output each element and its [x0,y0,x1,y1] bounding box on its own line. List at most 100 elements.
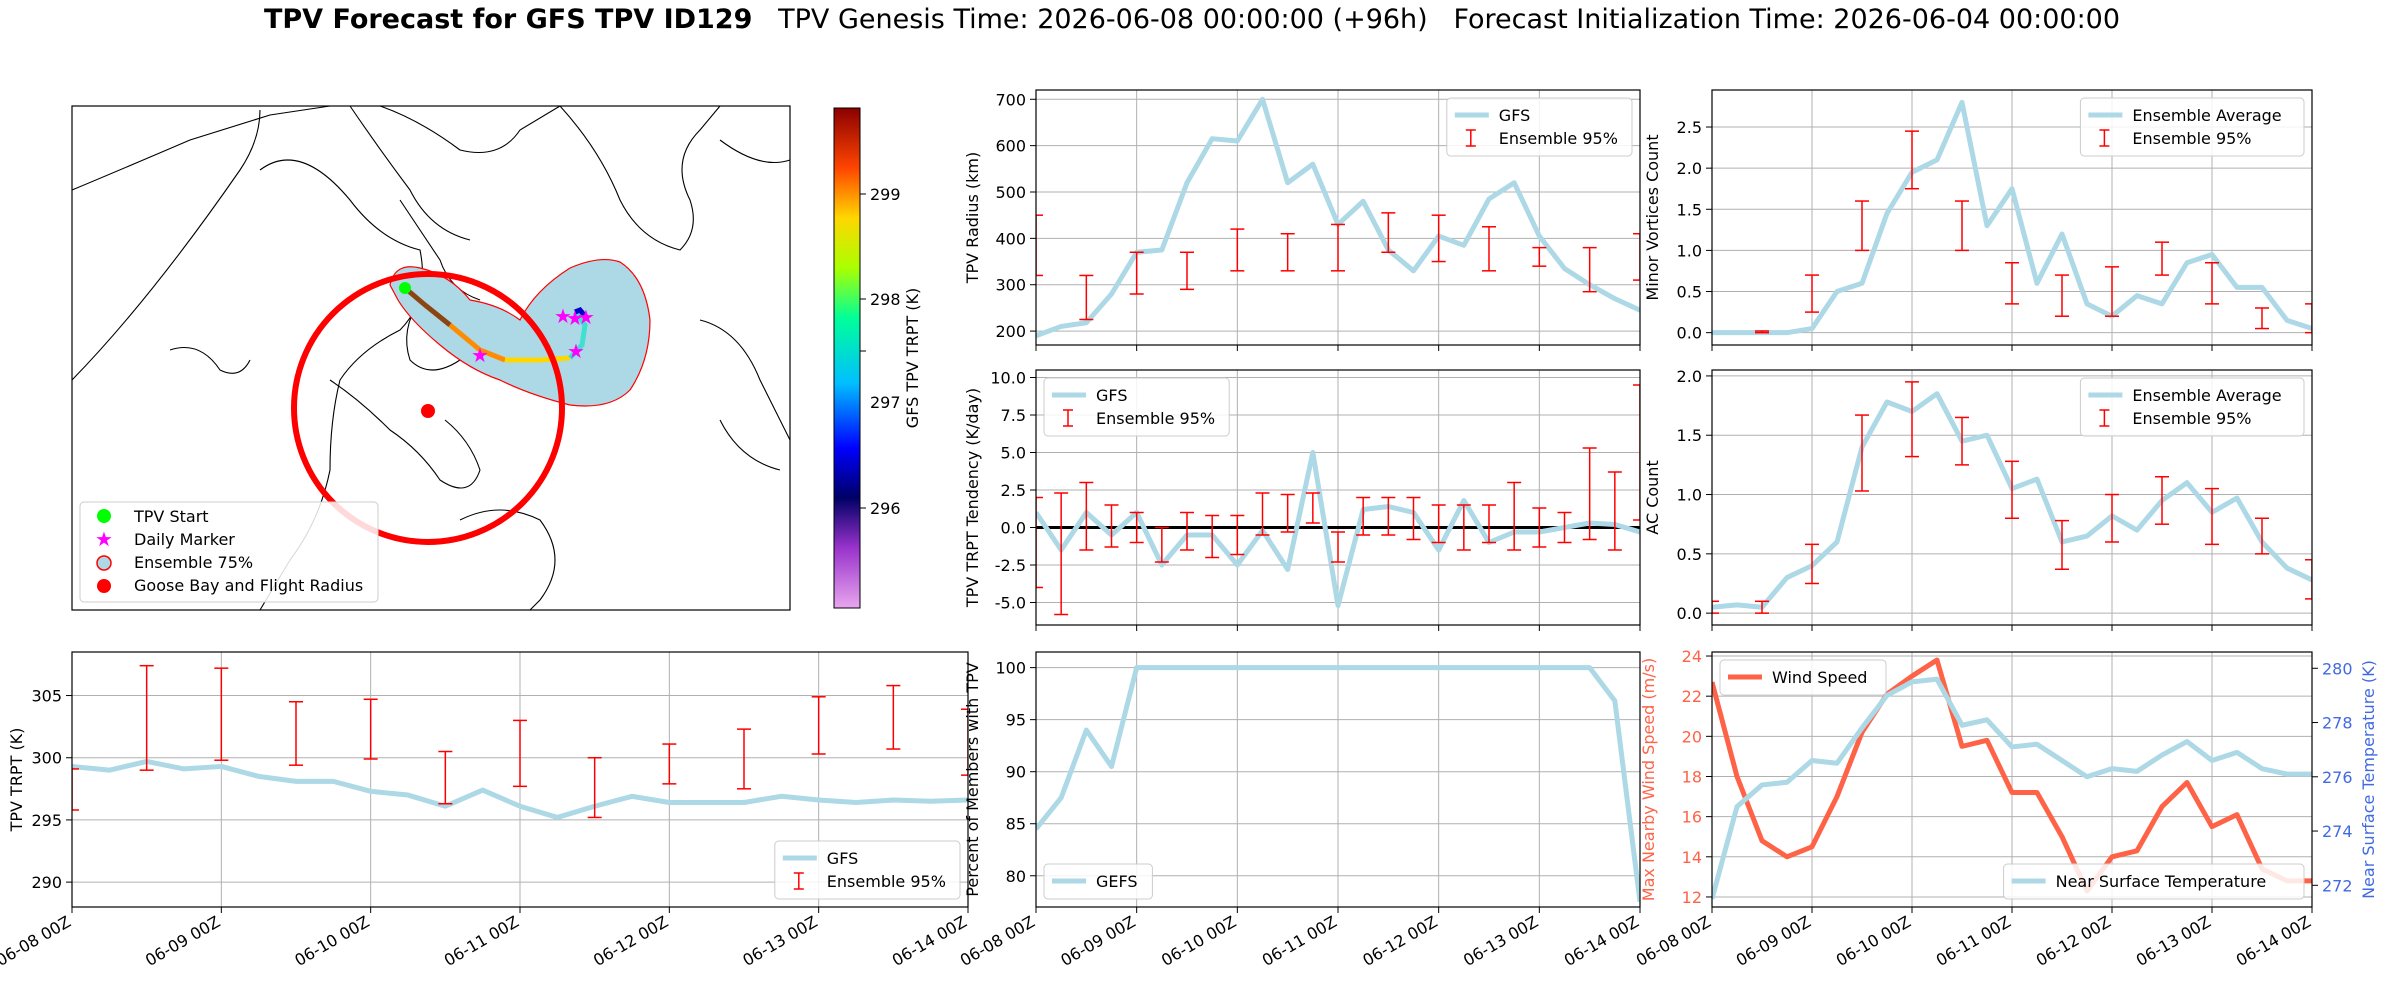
y-tick-label: 95 [1006,711,1026,730]
chart-radius: 200 300 400 500 600 700 TPV Radius (km) GFS Ense… [963,89,1641,351]
legend-label: Ensemble 95% [2132,409,2251,428]
y-axis-label: TPV TRPT (K) [7,728,26,833]
colorbar-tick: 297 [870,393,901,412]
legend-label: Wind Speed [1772,668,1867,687]
y-tick-label: -2.5 [995,556,1026,575]
x-tick-label: 06-14 00Z [1561,912,1642,970]
legend-box [1043,863,1153,900]
y-tick-label: 200 [995,322,1026,341]
y-tick-label: 1.0 [1677,241,1702,260]
legend-label: GFS [827,849,858,868]
y-tick-label: 22 [1682,687,1702,706]
y-tick-label: 14 [1682,848,1702,867]
series-line-ensemble-average [1712,99,2312,336]
y2-tick-label: 276 [2322,768,2353,787]
ensemble-75-region [389,258,651,407]
legend-label: Ensemble Average [2132,386,2281,405]
legend-label: GFS [1096,386,1127,405]
tpv-start-marker [399,282,411,294]
series-line-near-surface-temperature [1712,676,2312,900]
series-line-wind-speed [1712,657,2312,894]
legend: Ensemble Average Ensemble 95% [2079,377,2305,437]
legend: Near Surface Temperature [2003,863,2305,900]
init-time: Forecast Initialization Time: 2026-06-04… [1453,4,2121,35]
y-axis-label: Percent of Members with TPV [963,662,982,896]
x-tick-label: 06-09 00Z [1057,912,1138,970]
y-tick-label: 0.5 [1677,545,1702,564]
legend-box [1446,97,1633,157]
y2-tick-label: 272 [2322,876,2353,895]
y-tick-label: 80 [1006,867,1026,886]
x-tick-label: 06-11 00Z [1259,912,1340,970]
legend-label: GEFS [1096,872,1138,891]
x-tick-label: 06-12 00Z [2033,912,2114,970]
svg-text:★: ★ [577,305,595,329]
colorbar: 296 297 298 299 GFS TPV TRPT (K) [833,107,922,609]
legend-box [1719,659,1887,696]
legend: GFS Ensemble 95% [1446,97,1633,157]
x-tick-label: 06-13 00Z [2133,912,2214,970]
chart-wind_temp: 12 14 16 18 20 22 24 Max Nearby Wind Speed (m/s… [1633,647,2378,970]
series-line-gefs [1036,665,1640,903]
y-tick-label: 100 [995,659,1026,678]
y-tick-label: -5.0 [995,594,1026,613]
chart-members: 80 85 90 95 100 Percent of Members with TPV 06… [957,651,1642,970]
legend-daily-marker: Daily Marker [134,530,235,549]
colorbar-tick: 299 [870,185,901,204]
y-tick-label: 305 [31,687,62,706]
y-tick-label: 10.0 [990,369,1026,388]
y-tick-label: 1.5 [1677,200,1702,219]
genesis-time: TPV Genesis Time: 2026-06-08 00:00:00 (+… [778,4,1428,35]
y-axis-label: Max Nearby Wind Speed (m/s) [1639,658,1658,901]
legend: GEFS [1043,863,1153,900]
figure-title: TPV Forecast for GFS TPV ID129 TPV Genes… [0,4,2384,35]
y-tick-label: 290 [31,873,62,892]
legend-label: Ensemble 95% [2132,129,2251,148]
legend-box [2079,97,2305,157]
x-tick-label: 06-12 00Z [590,912,671,970]
y2-tick-label: 278 [2322,714,2353,733]
series-layer [1712,99,2312,336]
chart-minor: 0.0 0.5 1.0 1.5 2.0 2.5 Minor Vortices Count En… [1643,89,2313,351]
y-tick-label: 700 [995,90,1026,109]
plot-frame [1035,651,1641,908]
y-tick-label: 295 [31,811,62,830]
series-layer [72,664,968,820]
y-axis-label: Minor Vortices Count [1643,134,1662,300]
x-tick-label: 06-10 00Z [1158,912,1239,970]
y-tick-label: 300 [995,276,1026,295]
series-layer [1712,381,2312,614]
legend-label: Ensemble Average [2132,106,2281,125]
tpv-track [403,286,588,363]
x-tick-label: 06-08 00Z [1633,912,1714,970]
y-tick-label: 16 [1682,808,1702,827]
y-tick-label: 0.5 [1677,283,1702,302]
x-tick-label: 06-11 00Z [441,912,522,970]
series-layer [1712,657,2312,900]
svg-text:★: ★ [95,527,113,551]
y-tick-label: 2.0 [1677,367,1702,386]
y-axis-label: TPV TRPT Tendency (K/day) [963,388,982,608]
y-tick-label: 12 [1682,888,1702,907]
x-tick-label: 06-14 00Z [2233,912,2314,970]
flight-radius-circle [291,271,565,545]
map-legend: ★ TPV Start Daily Marker Ensemble 75% Go… [79,501,379,603]
plot-frame [1711,651,2313,908]
colorbar-label: GFS TPV TRPT (K) [903,288,922,428]
legend: GFS Ensemble 95% [774,840,961,900]
legend-label: Near Surface Temperature [2056,872,2267,891]
x-tick-label: 06-13 00Z [739,912,820,970]
svg-text:★: ★ [567,339,585,363]
y-tick-label: 7.5 [1001,406,1026,425]
plot-frame [1035,369,1641,626]
title-bold: TPV Forecast for GFS TPV ID129 [263,4,753,35]
plot-frame [1035,89,1641,346]
y-tick-label: 1.5 [1677,426,1702,445]
y-tick-label: 2.5 [1677,118,1702,137]
legend-label: Ensemble 95% [1096,409,1215,428]
plot-frame [1711,89,2313,346]
x-tick-label: 06-13 00Z [1460,912,1541,970]
legend: Wind Speed [1719,659,1887,696]
y2-axis-label: Near Surface Temperature (K) [2359,660,2378,899]
